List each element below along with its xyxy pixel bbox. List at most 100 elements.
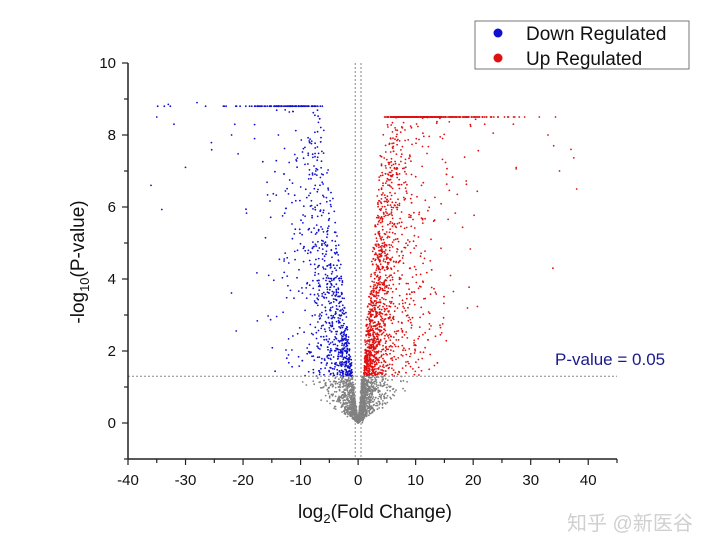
data-point [343, 297, 345, 300]
data-point [167, 103, 170, 106]
data-point [552, 267, 554, 270]
data-point [369, 392, 372, 395]
data-point [387, 348, 390, 351]
data-point [289, 105, 292, 108]
data-point [366, 400, 369, 403]
data-point [327, 291, 330, 294]
data-point [324, 382, 327, 385]
data-point [456, 193, 459, 196]
data-point [338, 314, 341, 316]
data-point [339, 333, 342, 335]
data-point [382, 266, 385, 269]
data-point [339, 317, 341, 320]
data-point [339, 352, 342, 354]
data-point [326, 264, 329, 267]
data-point [469, 248, 472, 250]
data-point [307, 178, 310, 180]
data-point [334, 377, 337, 380]
data-point [388, 333, 391, 336]
data-point [390, 244, 393, 247]
data-point [390, 319, 393, 322]
data-point [381, 217, 384, 220]
data-point [278, 258, 281, 261]
data-point [318, 117, 321, 120]
data-point [312, 208, 314, 210]
data-point [406, 244, 409, 247]
data-point [373, 382, 376, 385]
data-point [376, 267, 378, 269]
data-point [373, 253, 376, 256]
data-point [348, 348, 351, 351]
data-point [341, 355, 343, 358]
data-point [385, 244, 388, 246]
data-point [476, 305, 479, 308]
data-point [378, 373, 380, 375]
data-point [407, 116, 409, 118]
data-point [389, 258, 391, 260]
data-point [368, 409, 370, 412]
data-point [408, 216, 410, 219]
data-point [342, 310, 345, 312]
data-point [391, 246, 394, 248]
data-point [391, 290, 394, 293]
data-point [389, 339, 392, 341]
data-point [414, 370, 417, 373]
data-point [329, 342, 332, 344]
data-point [439, 116, 442, 118]
data-point [421, 218, 424, 221]
data-point [445, 339, 448, 342]
data-point [311, 153, 314, 156]
data-point [317, 188, 319, 191]
data-point [409, 216, 412, 219]
data-point [377, 294, 380, 297]
data-point [391, 225, 394, 228]
data-point [380, 247, 383, 249]
data-point [420, 116, 423, 118]
data-point [419, 316, 421, 319]
data-point [327, 219, 330, 222]
data-point [379, 209, 382, 212]
data-point [376, 376, 378, 379]
data-point [442, 316, 445, 319]
data-point [381, 380, 383, 382]
data-point [395, 173, 398, 176]
data-point [385, 305, 388, 307]
data-point [293, 194, 296, 197]
data-point [408, 316, 410, 319]
data-point [417, 125, 419, 128]
data-point [379, 249, 381, 252]
data-point [409, 355, 411, 358]
data-point [382, 375, 384, 378]
data-point [326, 400, 328, 402]
data-point [390, 349, 392, 351]
data-point [401, 344, 404, 347]
data-point [315, 224, 318, 227]
data-point [368, 336, 370, 339]
data-point [258, 105, 261, 108]
data-point [346, 415, 349, 418]
data-point [332, 374, 335, 377]
data-point [370, 290, 373, 293]
data-point [381, 404, 384, 406]
data-point [393, 343, 396, 346]
data-point [334, 267, 336, 269]
data-point [410, 160, 412, 163]
data-point [388, 171, 391, 174]
data-point [375, 385, 378, 387]
data-point [379, 154, 382, 157]
data-point [334, 382, 337, 385]
data-point [356, 418, 358, 420]
data-point [377, 397, 379, 400]
data-point [315, 167, 318, 170]
data-point [391, 322, 394, 325]
data-point [344, 399, 346, 402]
data-point [377, 205, 379, 208]
data-point [371, 394, 373, 396]
data-point [346, 385, 349, 388]
data-point [383, 328, 386, 331]
data-point [362, 410, 365, 413]
data-point [443, 295, 445, 298]
data-point [344, 356, 347, 359]
data-point [363, 387, 366, 389]
data-point [230, 134, 233, 136]
